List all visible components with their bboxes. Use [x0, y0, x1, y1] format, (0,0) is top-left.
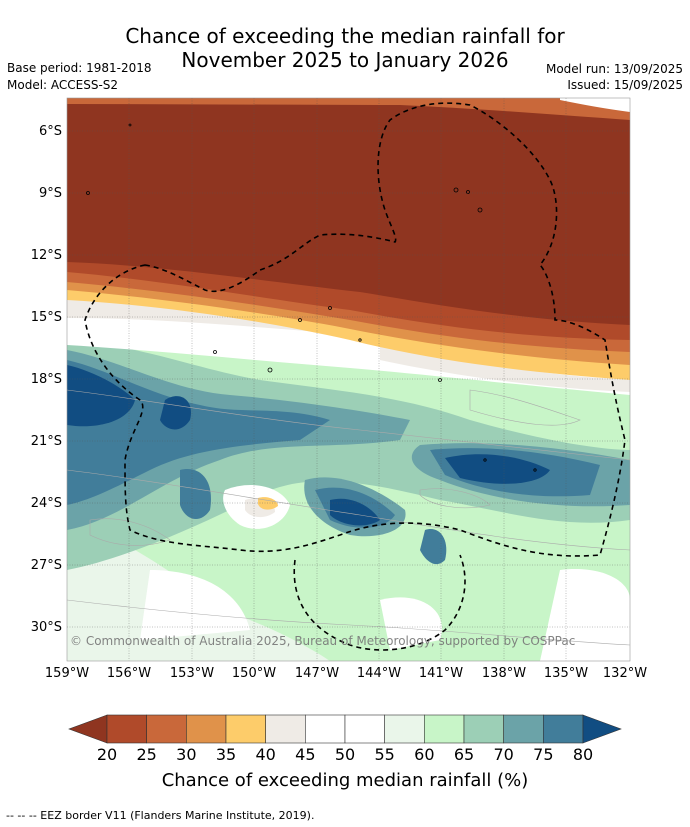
colorbar-tick-label: 45: [295, 745, 316, 764]
colorbar-tick-label: 75: [533, 745, 554, 764]
rainfall-probability-field: [67, 98, 630, 661]
colorbar-swatch: [463, 714, 504, 744]
contour-lines: [67, 389, 630, 646]
lat-label: 24°S: [30, 496, 62, 511]
copyright-notice: © Commonwealth of Australia 2025, Bureau…: [70, 634, 576, 648]
colorbar-tick-label: 60: [414, 745, 435, 764]
colorbar: [68, 714, 622, 744]
lon-label: 138°W: [481, 666, 527, 681]
lat-label: 18°S: [30, 372, 62, 387]
model-name: Model: ACCESS-S2: [7, 78, 119, 92]
lon-label: 132°W: [602, 666, 648, 681]
lat-label: 30°S: [30, 620, 62, 635]
colorbar-under-arrow: [68, 714, 108, 744]
colorbar-swatch: [305, 714, 346, 744]
lat-label: 9°S: [38, 186, 62, 201]
colorbar-tick-label: 25: [136, 745, 157, 764]
eez-legend-note: -- -- -- EEZ border V11 (Flanders Marine…: [6, 809, 315, 822]
colorbar-swatch: [186, 714, 227, 744]
lon-label: 159°W: [44, 666, 90, 681]
lat-label: 21°S: [30, 434, 62, 449]
forecast-map: [66, 97, 631, 662]
lat-label: 27°S: [30, 558, 62, 573]
lon-label: 153°W: [169, 666, 215, 681]
lon-label: 141°W: [418, 666, 464, 681]
colorbar-swatch: [106, 714, 147, 744]
colorbar-tick-label: 30: [176, 745, 197, 764]
base-period: Base period: 1981-2018: [7, 61, 152, 75]
colorbar-swatch: [384, 714, 425, 744]
lon-label: 135°W: [543, 666, 589, 681]
colorbar-tick-label: 40: [255, 745, 276, 764]
colorbar-over-arrow: [582, 714, 622, 744]
colorbar-tick-label: 35: [215, 745, 237, 764]
model-run: Model run: 13/09/2025: [545, 62, 683, 76]
colorbar-swatch: [503, 714, 544, 744]
colorbar-swatch: [543, 714, 584, 744]
map-title-line1: Chance of exceeding the median rainfall …: [125, 24, 565, 48]
colorbar-swatch: [344, 714, 385, 744]
colorbar-swatch: [265, 714, 306, 744]
map-title-line2: November 2025 to January 2026: [181, 48, 509, 72]
lon-label: 144°W: [356, 666, 402, 681]
eez-border: [84, 102, 626, 651]
issued-date: Issued: 15/09/2025: [567, 78, 683, 92]
colorbar-tick-label: 70: [493, 745, 514, 764]
colorbar-swatch: [146, 714, 187, 744]
colorbar-swatch: [225, 714, 266, 744]
colorbar-swatch: [424, 714, 465, 744]
lat-label: 15°S: [30, 310, 62, 325]
lat-label: 12°S: [30, 248, 62, 263]
colorbar-title: Chance of exceeding median rainfall (%): [161, 770, 529, 791]
lon-label: 150°W: [231, 666, 277, 681]
colorbar-tick-label: 20: [96, 745, 118, 764]
lat-label: 6°S: [38, 124, 62, 139]
lon-label: 156°W: [106, 666, 152, 681]
colorbar-tick-label: 50: [334, 745, 356, 764]
colorbar-tick-label: 55: [374, 745, 395, 764]
lon-label: 147°W: [294, 666, 340, 681]
colorbar-tick-label: 80: [572, 745, 594, 764]
colorbar-tick-label: 65: [453, 745, 475, 764]
